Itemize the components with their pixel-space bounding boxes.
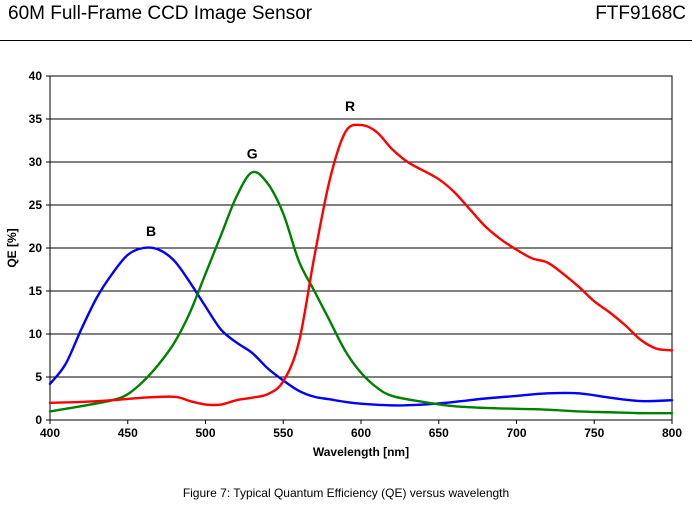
y-axis-label: QE [%] <box>5 228 19 267</box>
x-tick-label: 600 <box>351 426 371 440</box>
y-tick-label: 30 <box>29 155 43 169</box>
y-tick-label: 40 <box>29 69 43 83</box>
y-tick-label: 15 <box>29 284 43 298</box>
series-label-b: B <box>146 223 156 239</box>
x-tick-label: 550 <box>273 426 293 440</box>
y-tick-label: 10 <box>29 327 43 341</box>
x-tick-label: 750 <box>584 426 604 440</box>
header-divider <box>0 40 692 41</box>
document-code: FTF9168C <box>595 3 686 24</box>
series-label-g: G <box>247 145 258 161</box>
series-labels: B G R <box>146 98 355 239</box>
series-line-r <box>48 123 674 407</box>
x-tick-label: 500 <box>195 426 215 440</box>
x-tick-label: 700 <box>506 426 526 440</box>
y-tick-label: 25 <box>29 198 43 212</box>
grid-lines <box>50 118 672 378</box>
series-label-r: R <box>345 98 355 114</box>
y-tick-label: 0 <box>35 413 42 427</box>
axis-ticks: 0 5 10 15 20 25 30 35 40 400 450 500 550 600 650 700 750… <box>29 69 683 440</box>
x-axis-label: Wavelength [nm] <box>313 445 409 459</box>
x-tick-label: 400 <box>40 426 60 440</box>
figure-caption: Figure 7: Typical Quantum Efficiency (QE… <box>182 486 510 500</box>
x-tick-label: 650 <box>429 426 449 440</box>
qe-chart: 0 5 10 15 20 25 30 35 40 400 450 500 550 600 650 700 750… <box>5 69 683 459</box>
x-tick-label: 450 <box>118 426 138 440</box>
y-tick-label: 35 <box>29 112 43 126</box>
x-tick-label: 800 <box>662 426 682 440</box>
page-header-title: 60M Full-Frame CCD Image Sensor <box>8 3 313 24</box>
y-tick-label: 20 <box>29 241 43 255</box>
series-lines <box>48 123 674 415</box>
series-line-g <box>48 170 674 415</box>
y-tick-label: 5 <box>35 370 42 384</box>
